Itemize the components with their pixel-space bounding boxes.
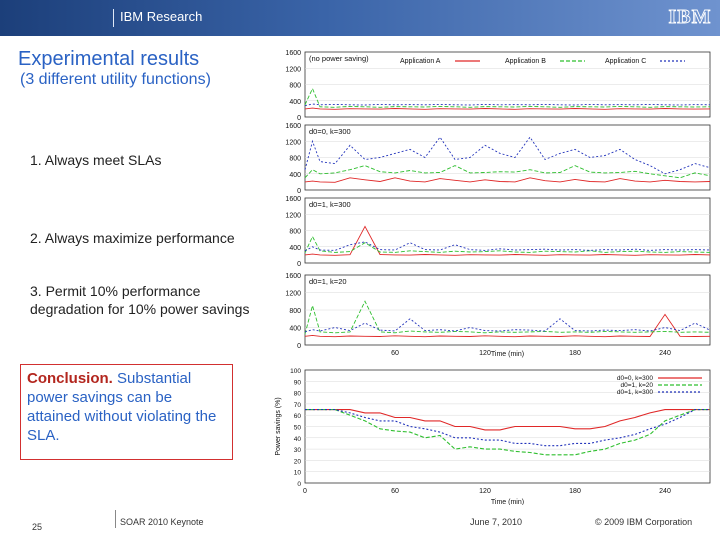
y-tick-0-1: 1200 [285,66,301,73]
y-tick-3-3: 400 [289,326,301,333]
point-always-meet-slas: 1. Always meet SLAs [30,152,162,168]
x-tick-3-0: 60 [391,350,399,357]
series-line-1-2 [304,136,711,175]
y-tick-4-4: 60 [294,413,302,420]
y-tick-4-2: 80 [294,391,302,398]
panel-title-0: (no power saving) [309,54,369,63]
x-tick-3-3: 240 [659,350,671,357]
point-maximize-performance: 2. Always maximize performance [30,230,235,246]
legend-label-1: Application B [505,58,546,65]
x-tick-3-1: 120 [479,350,491,357]
y-tick-4-1: 90 [294,379,302,386]
series-line-0-0 [304,107,711,110]
conclusion-text: Substantial power savings can be attaine… [27,370,217,444]
series-line-4-0 [305,409,710,431]
series-line-1-1 [304,165,711,179]
y-tick-0-2: 800 [289,83,301,90]
legend-label-0: Application A [400,58,441,65]
y-tick-4-0: 100 [290,368,301,375]
y-tick-4-10: 0 [297,481,301,488]
y-tick-1-0: 1600 [285,123,301,130]
footer-copyright: © 2009 IBM Corporation [595,517,693,527]
series-line-1-0 [304,177,711,183]
y-tick-1-1: 1200 [285,139,301,146]
y-label-4: Power savings (%) [275,397,282,455]
panel-title-2: d0=1, k=300 [309,200,351,209]
panel-title-3: d0=1, k=20 [309,277,347,286]
y-tick-1-2: 800 [289,156,301,163]
point-permit-degradation: 3. Permit 10% performance degradation fo… [30,283,250,317]
y-tick-3-0: 1600 [285,273,301,280]
y-tick-2-2: 800 [289,229,301,236]
y-tick-2-3: 400 [289,245,301,252]
y-tick-3-1: 1200 [285,291,301,298]
slide-subtitle: (3 different utility functions) [20,71,211,88]
y-tick-2-4: 0 [297,261,301,268]
header-divider [113,9,114,27]
svg-text:IBM: IBM [669,6,712,27]
x-tick-4-3: 180 [569,488,581,495]
power-legend-label-1: d0=1, k=20 [620,382,653,389]
y-tick-4-9: 10 [294,470,302,477]
series-line-3-2 [304,318,711,333]
y-tick-3-2: 800 [289,308,301,315]
ibm-logo-icon: IBM [668,6,712,27]
y-tick-2-0: 1600 [285,196,301,203]
footer-page-number: 25 [32,522,43,532]
y-tick-3-4: 0 [297,343,301,350]
power-legend-label-0: d0=0, k=300 [617,375,654,382]
x-tick-4-1: 60 [391,488,399,495]
x-tick-4-2: 120 [479,488,491,495]
series-line-2-2 [304,241,711,252]
power-legend-label-2: d0=1, k=300 [617,389,654,396]
y-tick-0-4: 0 [297,115,301,122]
x-label-4: Time (min) [491,499,524,505]
y-tick-4-5: 50 [294,425,302,432]
y-tick-4-8: 20 [294,458,302,465]
y-tick-1-3: 400 [289,172,301,179]
y-tick-0-0: 1600 [285,50,301,57]
legend-label-2: Application C [605,58,646,65]
series-line-3-0 [304,313,711,338]
y-tick-4-6: 40 [294,436,302,443]
footer-divider [115,510,116,528]
series-line-4-2 [305,409,710,447]
header-title: IBM Research [120,9,203,24]
conclusion-box: Conclusion. Substantial power savings ca… [20,364,233,460]
x-tick-4-4: 240 [659,488,671,495]
footer-event: SOAR 2010 Keynote [120,517,204,527]
y-tick-0-3: 400 [289,99,301,106]
y-tick-2-1: 1200 [285,212,301,219]
series-line-0-1 [304,87,711,108]
series-line-4-1 [305,409,710,456]
x-tick-3-2: 180 [569,350,581,357]
y-tick-4-7: 30 [294,447,302,454]
series-line-3-1 [304,300,711,335]
series-line-2-1 [304,235,711,253]
y-tick-1-4: 0 [297,188,301,195]
x-label-3: Time (min) [491,351,524,358]
x-tick-4-0: 0 [303,488,307,495]
slide-title: Experimental results [18,48,200,70]
series-line-2-0 [304,225,711,256]
conclusion-label: Conclusion. [27,370,113,387]
y-tick-4-3: 70 [294,402,302,409]
header-bar: IBM Research IBM [0,0,720,36]
footer-date: June 7, 2010 [470,517,523,527]
panel-title-1: d0=0, k=300 [309,127,351,136]
